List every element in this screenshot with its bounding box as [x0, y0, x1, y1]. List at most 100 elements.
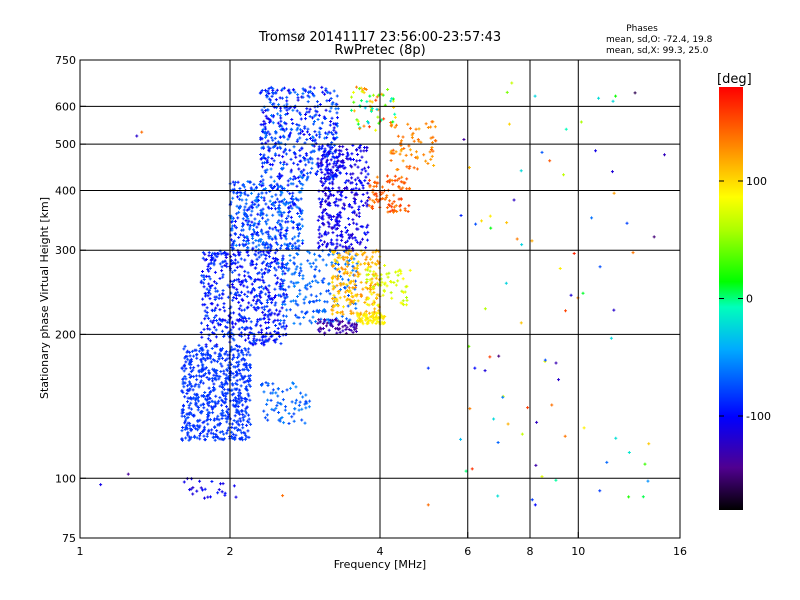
data-point [338, 296, 342, 300]
data-point [192, 425, 196, 429]
data-point [312, 120, 316, 124]
data-point [366, 268, 370, 272]
data-point [220, 265, 224, 269]
data-point [389, 291, 393, 295]
data-point [349, 242, 353, 246]
data-point [196, 424, 200, 428]
data-point [365, 149, 369, 153]
data-point [385, 174, 389, 178]
data-point [237, 327, 241, 331]
data-point [184, 417, 188, 421]
data-point [433, 125, 437, 129]
data-point [357, 214, 361, 218]
data-point [328, 181, 332, 185]
data-point [239, 374, 243, 378]
data-point [303, 157, 307, 161]
data-point [225, 420, 229, 424]
data-point [548, 159, 552, 163]
data-point [305, 110, 309, 114]
data-point [270, 296, 274, 300]
data-point [422, 153, 426, 157]
data-point [647, 442, 651, 446]
data-point [265, 298, 269, 302]
data-point [217, 323, 221, 327]
data-point [243, 437, 247, 441]
data-point [282, 324, 286, 328]
data-point [297, 408, 301, 412]
data-point [241, 426, 245, 430]
data-point [233, 268, 237, 272]
data-point [266, 242, 270, 246]
data-point [206, 294, 210, 298]
data-point [391, 182, 395, 186]
data-point [398, 152, 402, 156]
data-point [336, 274, 340, 278]
data-point [209, 360, 213, 364]
data-point [313, 130, 317, 134]
data-point [220, 417, 224, 421]
data-point [286, 214, 290, 218]
data-point [206, 393, 210, 397]
data-point [285, 200, 289, 204]
data-point [257, 251, 261, 255]
data-point [249, 277, 253, 281]
data-point [296, 93, 300, 97]
data-point [288, 258, 292, 262]
data-point [277, 322, 281, 326]
data-point [241, 356, 245, 360]
data-point [188, 354, 192, 358]
data-point [243, 414, 247, 418]
data-point [339, 283, 343, 287]
data-point [330, 227, 334, 231]
data-point [234, 243, 238, 247]
data-point [311, 315, 315, 319]
data-point [200, 430, 204, 434]
data-point [280, 219, 284, 223]
data-point [287, 134, 291, 138]
data-point [267, 325, 271, 329]
data-point [331, 155, 335, 159]
data-point [218, 422, 222, 426]
data-point [213, 297, 217, 301]
data-point [288, 254, 292, 258]
data-point [273, 303, 277, 307]
data-point [300, 171, 304, 175]
data-point [380, 92, 384, 96]
data-point [338, 311, 342, 315]
data-point [550, 403, 554, 407]
data-point [253, 252, 257, 256]
data-point [349, 328, 353, 332]
data-point [406, 122, 410, 126]
data-point [328, 123, 332, 127]
data-point [316, 328, 320, 332]
data-point [289, 197, 293, 201]
data-point [292, 412, 296, 416]
data-point [281, 314, 285, 318]
data-point [334, 203, 338, 207]
data-point [260, 210, 264, 214]
data-point [297, 231, 301, 235]
data-point [412, 139, 416, 143]
data-point [183, 381, 187, 385]
data-point [236, 344, 240, 348]
data-point [363, 261, 367, 265]
data-point [241, 416, 245, 420]
data-point [209, 261, 213, 265]
data-point [520, 243, 524, 247]
data-point [255, 197, 259, 201]
data-point [184, 377, 188, 381]
data-point [296, 138, 300, 142]
data-point [205, 434, 209, 438]
data-point [329, 147, 333, 151]
data-point [533, 94, 537, 98]
data-point [286, 179, 290, 183]
data-point [296, 303, 300, 307]
data-point [358, 242, 362, 246]
data-point [410, 136, 414, 140]
data-point [370, 277, 374, 281]
data-point [239, 304, 243, 308]
data-point [214, 378, 218, 382]
data-point [259, 317, 263, 321]
data-point [271, 213, 275, 217]
data-point [247, 219, 251, 223]
